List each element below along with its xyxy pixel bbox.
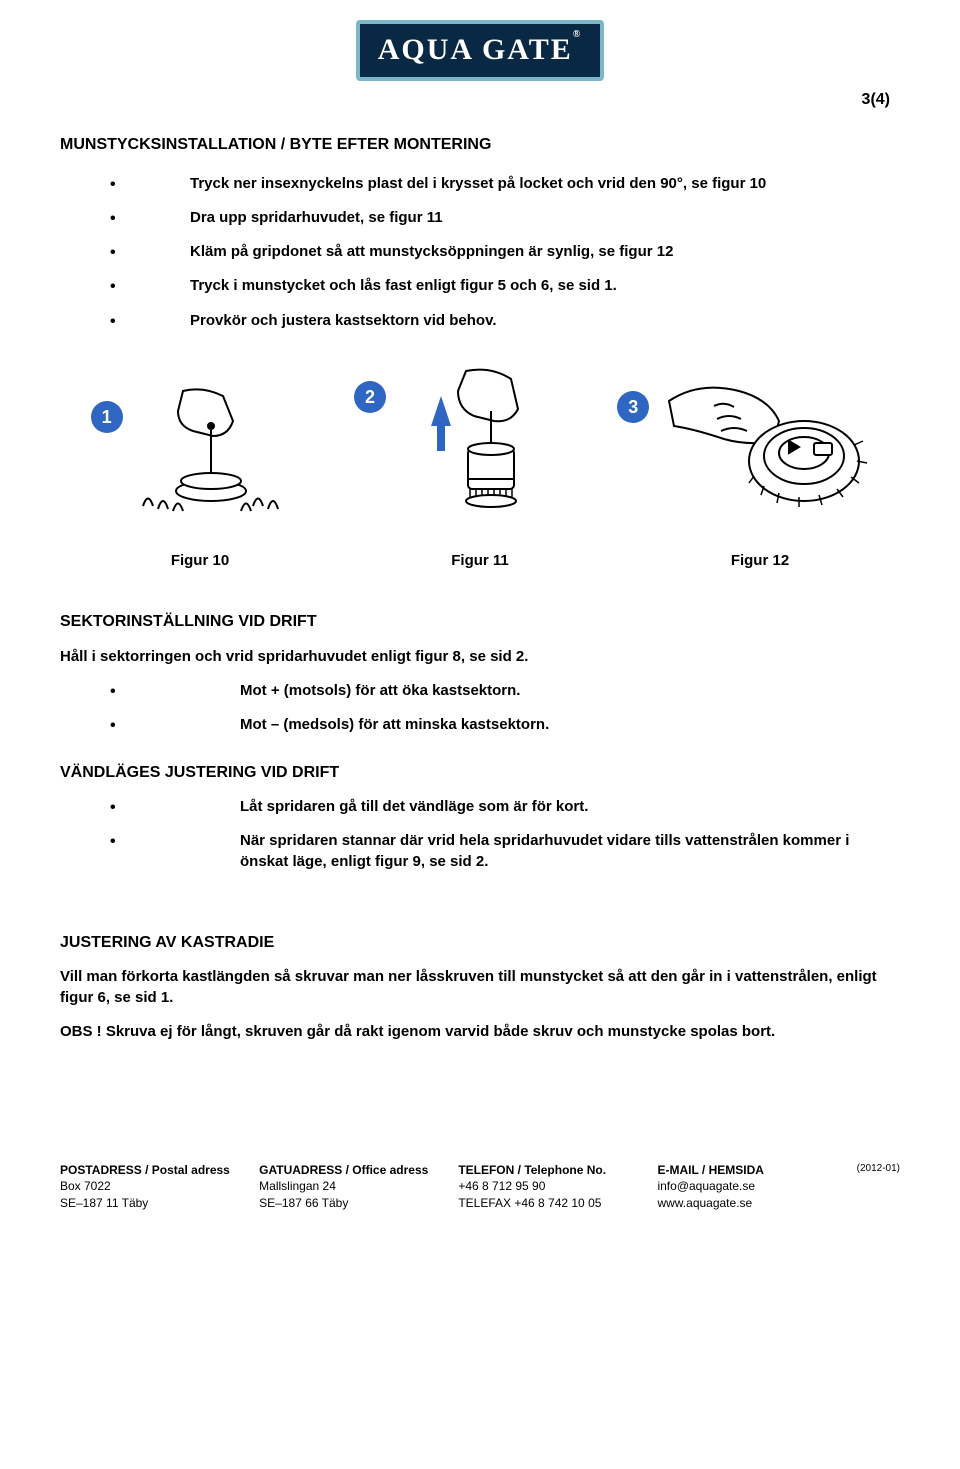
footer-title: GATUADRESS / Office adress	[259, 1162, 438, 1178]
footer-col-office: GATUADRESS / Office adress Mallslingan 2…	[259, 1162, 438, 1211]
list-item: Kläm på gripdonet så att munstycksöppnin…	[110, 242, 900, 262]
footer-line: www.aquagate.se	[657, 1195, 836, 1211]
footer-col-postal: POSTADRESS / Postal adress Box 7022 SE–1…	[60, 1162, 239, 1211]
list-item: Tryck i munstycket och lås fast enligt f…	[110, 276, 900, 296]
footer-title: E-MAIL / HEMSIDA	[657, 1162, 836, 1178]
figure-row: 1 2	[60, 361, 900, 521]
section1-title: MUNSTYCKSINSTALLATION / BYTE EFTER MONTE…	[60, 134, 900, 156]
registered-mark: ®	[573, 29, 582, 40]
section4-p1: Vill man förkorta kastlängden så skruvar…	[60, 967, 900, 1008]
footer-title: TELEFON / Telephone No.	[458, 1162, 637, 1178]
logo-block: AQUA GATE®	[60, 20, 900, 81]
footer-line: SE–187 66 Täby	[259, 1195, 438, 1211]
brand-name: AQUA GATE	[378, 33, 573, 66]
footer-col-email: E-MAIL / HEMSIDA info@aquagate.se www.aq…	[657, 1162, 836, 1211]
fig-caption: Figur 10	[61, 551, 338, 571]
section2-title: SEKTORINSTÄLLNING VID DRIFT	[60, 611, 900, 633]
section1-list: Tryck ner insexnyckelns plast del i krys…	[110, 174, 900, 331]
footer-title: POSTADRESS / Postal adress	[60, 1162, 239, 1178]
figure-2-svg	[396, 361, 556, 521]
footer: POSTADRESS / Postal adress Box 7022 SE–1…	[60, 1162, 900, 1211]
footer-line: +46 8 712 95 90	[458, 1178, 637, 1194]
figure-2: 2	[354, 361, 556, 521]
fig-caption: Figur 12	[621, 551, 898, 571]
footer-line: Mallslingan 24	[259, 1178, 438, 1194]
figure-captions: Figur 10 Figur 11 Figur 12	[60, 551, 900, 571]
figure-3: 3	[617, 371, 869, 521]
list-item: När spridaren stannar där vrid hela spri…	[110, 831, 900, 872]
footer-line: info@aquagate.se	[657, 1178, 836, 1194]
list-item: Mot + (motsols) för att öka kastsektorn.	[110, 681, 900, 701]
logo-outer: AQUA GATE®	[356, 20, 604, 81]
footer-line: SE–187 11 Täby	[60, 1195, 239, 1211]
list-item: Provkör och justera kastsektorn vid beho…	[110, 311, 900, 331]
figure-badge-2: 2	[354, 381, 386, 413]
list-item: Låt spridaren gå till det vändläge som ä…	[110, 797, 900, 817]
page-number: 3(4)	[60, 89, 900, 111]
footer-line: Box 7022	[60, 1178, 239, 1194]
fig-caption: Figur 11	[341, 551, 618, 571]
list-item: Tryck ner insexnyckelns plast del i krys…	[110, 174, 900, 194]
section3-title: VÄNDLÄGES JUSTERING VID DRIFT	[60, 762, 900, 784]
list-item: Mot – (medsols) för att minska kastsekto…	[110, 715, 900, 735]
footer-revision: (2012-01)	[857, 1162, 900, 1211]
figure-3-svg	[659, 371, 869, 521]
logo-text: AQUA GATE®	[360, 24, 600, 77]
section4-p2: OBS ! Skruva ej för långt, skruven går d…	[60, 1022, 900, 1042]
list-item: Dra upp spridarhuvudet, se figur 11	[110, 208, 900, 228]
section2-lead: Håll i sektorringen och vrid spridarhuvu…	[60, 647, 900, 667]
figure-badge-1: 1	[91, 401, 123, 433]
footer-line: TELEFAX +46 8 742 10 05	[458, 1195, 637, 1211]
section4-title: JUSTERING AV KASTRADIE	[60, 932, 900, 954]
section2-list: Mot + (motsols) för att öka kastsektorn.…	[110, 681, 900, 736]
figure-badge-3: 3	[617, 391, 649, 423]
footer-col-phone: TELEFON / Telephone No. +46 8 712 95 90 …	[458, 1162, 637, 1211]
section3-list: Låt spridaren gå till det vändläge som ä…	[110, 797, 900, 872]
figure-1: 1	[91, 381, 293, 521]
figure-1-svg	[133, 381, 293, 521]
